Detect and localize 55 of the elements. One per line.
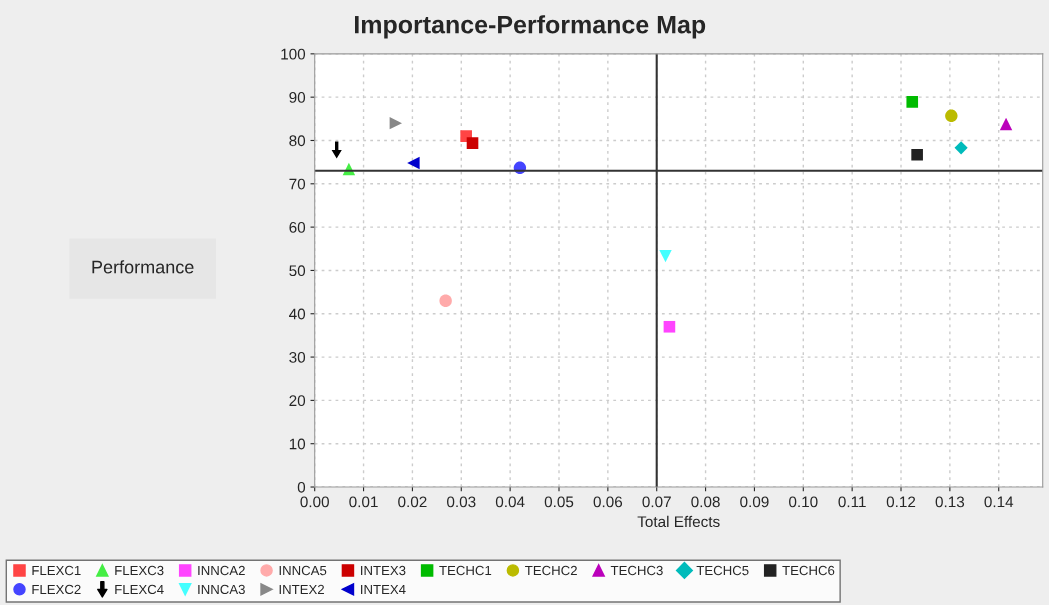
y-tick-label: 10 bbox=[289, 438, 306, 450]
y-tick-label: 90 bbox=[289, 92, 306, 103]
point bbox=[945, 109, 958, 122]
point bbox=[389, 116, 403, 130]
legend-label: TECHC5 bbox=[696, 565, 749, 576]
y-tick-label: 80 bbox=[289, 135, 306, 147]
legend-label: INNCA3 bbox=[198, 584, 245, 595]
point bbox=[466, 137, 479, 149]
point bbox=[407, 156, 420, 170]
x-tick-label: 0.03 bbox=[447, 496, 476, 508]
legend-label: TECHC2 bbox=[525, 565, 577, 576]
y-tick-label: 30 bbox=[289, 351, 306, 363]
chart-title: Importance-Performance Map bbox=[354, 15, 706, 39]
point bbox=[659, 249, 672, 263]
x-tick-label: 0.07 bbox=[642, 496, 671, 508]
x-tick-label: 0.08 bbox=[691, 496, 720, 508]
x-tick-label: 0.14 bbox=[984, 496, 1014, 508]
point bbox=[911, 148, 923, 161]
legend-label: FLEXC4 bbox=[115, 584, 164, 595]
x-tick-label: 0.06 bbox=[593, 496, 623, 508]
y-tick-label: 50 bbox=[289, 265, 306, 277]
legend-label: INNCA2 bbox=[198, 565, 245, 576]
x-tick-label: 0.00 bbox=[300, 496, 329, 508]
y-tick-label: 20 bbox=[289, 395, 306, 407]
x-tick-label: 0.11 bbox=[838, 496, 866, 508]
x-tick-label: 0.05 bbox=[544, 496, 574, 508]
x-tick-label: 0.10 bbox=[789, 496, 818, 508]
point bbox=[999, 117, 1013, 131]
point bbox=[906, 96, 919, 108]
point bbox=[663, 320, 676, 333]
legend-label: INTEX4 bbox=[361, 584, 406, 594]
x-tick-label: 0.09 bbox=[740, 496, 769, 508]
point bbox=[439, 294, 452, 307]
legend-label: INNCA5 bbox=[279, 565, 327, 576]
legend-label: FLEXC1 bbox=[32, 565, 81, 576]
x-axis-title: Total Effects bbox=[637, 515, 720, 528]
legend-label: TECHC3 bbox=[610, 565, 663, 576]
x-tick-label: 0.02 bbox=[398, 496, 427, 508]
legend-label: FLEXC3 bbox=[115, 565, 164, 576]
x-tick-label: 0.04 bbox=[495, 496, 525, 508]
legend-label: TECHC6 bbox=[782, 565, 835, 576]
y-axis-title: Performance bbox=[92, 260, 194, 274]
y-tick-label: 0 bbox=[297, 481, 306, 493]
y-tick-label: 40 bbox=[289, 308, 306, 320]
y-tick-label: 100 bbox=[281, 48, 306, 60]
legend-label: FLEXC2 bbox=[32, 584, 81, 595]
y-tick-label: 60 bbox=[289, 221, 306, 233]
y-tick-label: 70 bbox=[289, 178, 306, 190]
legend-label: INTEX2 bbox=[279, 584, 324, 594]
x-tick-label: 0.01 bbox=[349, 496, 378, 508]
legend-label: TECHC1 bbox=[439, 565, 492, 576]
point bbox=[954, 141, 968, 155]
x-tick-label: 0.13 bbox=[935, 496, 965, 508]
legend-label: INTEX3 bbox=[361, 565, 406, 576]
x-tick-label: 0.12 bbox=[886, 496, 916, 508]
